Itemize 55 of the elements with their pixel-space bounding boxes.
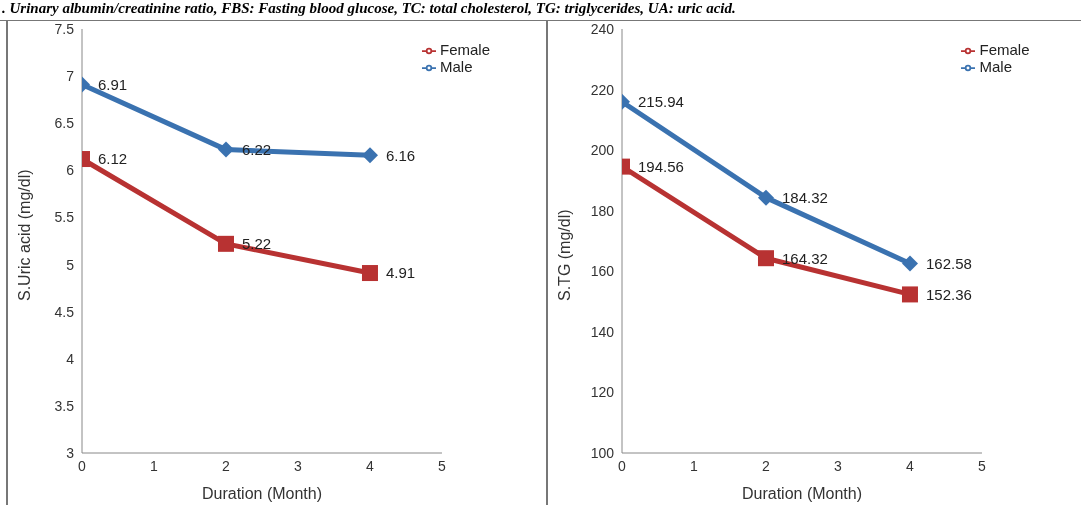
y-tick-label: 240	[590, 20, 614, 37]
legend-label: Female	[979, 41, 1030, 58]
x-tick-label: 2	[761, 457, 770, 474]
x-tick-label: 5	[438, 457, 447, 474]
y-tick-label: 7.5	[54, 20, 75, 37]
data-label: 215.94	[637, 93, 684, 111]
data-label: 162.58	[925, 254, 972, 272]
point	[901, 255, 918, 272]
y-tick-label: 3.5	[54, 397, 75, 414]
y-tick-label: 7	[66, 68, 75, 85]
legend-label: Female	[439, 41, 490, 58]
y-tick-label: 4.5	[54, 303, 75, 320]
y-axis-title: S.Uric acid (mg/dl)	[15, 169, 33, 301]
y-tick-label: 100	[590, 444, 614, 461]
y-tick-label: 5.5	[54, 209, 75, 226]
text: . Urinary albumin/creatinine ratio, FBS: Fasting blood glucose, TC: total cholesterol, TG: triglycerides, UA: uric acid.	[2, 0, 736, 16]
data-label: 6.91	[98, 75, 128, 93]
data-label: 152.36	[925, 285, 972, 303]
point	[361, 265, 378, 282]
y-axis-title: S.TG (mg/dl)	[555, 209, 573, 301]
x-tick-label: 4	[366, 457, 375, 474]
y-tick-label: 200	[590, 142, 614, 159]
point	[757, 189, 774, 206]
y-tick-label: 6	[66, 162, 75, 179]
x-tick-label: 3	[833, 457, 842, 474]
y-tick-label: 180	[590, 202, 614, 219]
point	[901, 286, 918, 303]
y-tick-label: 160	[590, 263, 614, 280]
x-tick-label: 4	[905, 457, 914, 474]
data-label: 184.32	[781, 188, 828, 206]
data-label: 164.32	[781, 249, 828, 267]
data-label: 5.22	[241, 235, 272, 253]
data-label: 4.91	[385, 264, 416, 282]
point	[757, 250, 774, 267]
x-axis-title: Duration (Month)	[201, 485, 323, 502]
x-tick-label: 0	[617, 457, 626, 474]
y-tick-label: 4	[66, 350, 75, 367]
data-label: 6.16	[385, 146, 416, 164]
x-tick-label: 0	[78, 457, 87, 474]
x-tick-label: 3	[294, 457, 303, 474]
data-label: 6.12	[98, 150, 128, 168]
x-axis-title: Duration (Month)	[741, 485, 862, 502]
y-tick-label: 120	[590, 384, 614, 401]
y-tick-label: 3	[66, 444, 75, 461]
x-tick-label: 1	[150, 457, 159, 474]
x-tick-label: 1	[689, 457, 698, 474]
y-tick-label: 140	[590, 323, 614, 340]
y-tick-label: 6.5	[54, 115, 75, 132]
data-label: 194.56	[637, 157, 684, 175]
x-tick-label: 5	[977, 457, 986, 474]
x-tick-label: 2	[222, 457, 231, 474]
legend-label: Male	[439, 58, 473, 76]
y-tick-label: 5	[66, 256, 75, 273]
y-tick-label: 220	[590, 81, 614, 98]
legend-label: Male	[979, 58, 1012, 76]
